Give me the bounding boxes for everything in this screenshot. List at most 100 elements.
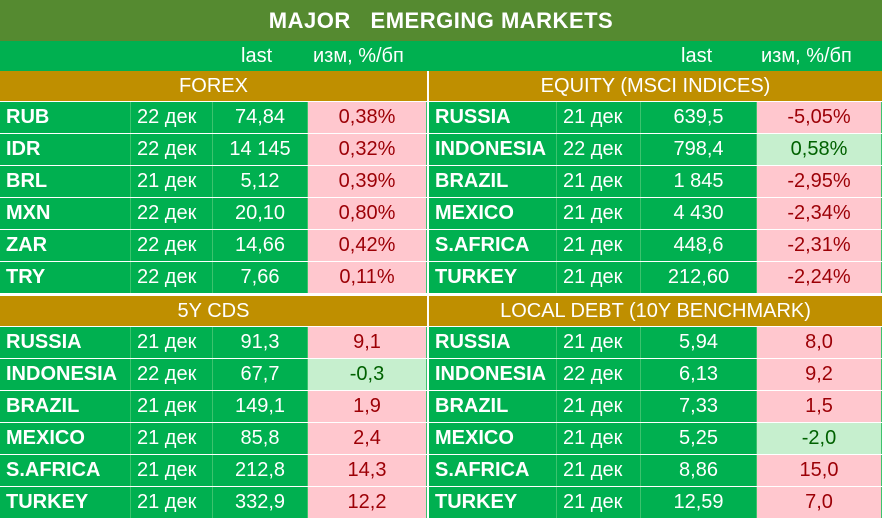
date-cell: 21 дек xyxy=(557,391,641,422)
last-value-cell: 5,25 xyxy=(641,423,757,454)
last-value-cell: 212,8 xyxy=(213,455,308,486)
change-cell: -2,34% xyxy=(757,198,882,229)
section-header-cds: 5Y CDS xyxy=(0,296,427,326)
last-value-cell: 5,94 xyxy=(641,327,757,358)
row-name-cell: TURKEY xyxy=(0,487,131,518)
row-name-cell: RUB xyxy=(0,102,131,133)
row-name-cell: BRAZIL xyxy=(429,166,557,197)
change-cell: -5,05% xyxy=(757,102,882,133)
date-cell: 22 дек xyxy=(131,262,213,293)
row-name-cell: IDR xyxy=(0,134,131,165)
date-cell: 21 дек xyxy=(557,166,641,197)
date-cell: 22 дек xyxy=(131,230,213,261)
column-header-row: last изм, %/бп last изм, %/бп xyxy=(0,41,882,71)
change-cell: 14,3 xyxy=(308,455,427,486)
row-name-cell: S.AFRICA xyxy=(0,455,131,486)
row-name-cell: RUSSIA xyxy=(429,102,557,133)
last-value-cell: 85,8 xyxy=(213,423,308,454)
change-cell: 15,0 xyxy=(757,455,882,486)
change-cell: -2,24% xyxy=(757,262,882,293)
date-cell: 22 дек xyxy=(131,134,213,165)
row-name-cell: TRY xyxy=(0,262,131,293)
change-cell: 0,80% xyxy=(308,198,427,229)
change-cell: 7,0 xyxy=(757,487,882,518)
change-column-header-right: изм, %/бп xyxy=(761,45,852,67)
change-cell: 1,9 xyxy=(308,391,427,422)
row-name-cell: RUSSIA xyxy=(429,327,557,358)
section-header-forex: FOREX xyxy=(0,71,427,101)
last-value-cell: 149,1 xyxy=(213,391,308,422)
column-divider xyxy=(427,71,429,519)
date-cell: 22 дек xyxy=(131,198,213,229)
change-column-header-left: изм, %/бп xyxy=(313,45,404,67)
row-name-cell: RUSSIA xyxy=(0,327,131,358)
change-cell: 1,5 xyxy=(757,391,882,422)
table-title: MAJOR EMERGING MARKETS xyxy=(0,0,882,41)
change-cell: 9,2 xyxy=(757,359,882,390)
last-value-cell: 639,5 xyxy=(641,102,757,133)
change-cell: -0,3 xyxy=(308,359,427,390)
change-cell: -2,95% xyxy=(757,166,882,197)
date-cell: 21 дек xyxy=(557,102,641,133)
last-value-cell: 14,66 xyxy=(213,230,308,261)
row-name-cell: BRAZIL xyxy=(0,391,131,422)
last-value-cell: 4 430 xyxy=(641,198,757,229)
row-name-cell: MEXICO xyxy=(429,198,557,229)
last-value-cell: 7,33 xyxy=(641,391,757,422)
row-name-cell: BRAZIL xyxy=(429,391,557,422)
last-value-cell: 67,7 xyxy=(213,359,308,390)
date-cell: 21 дек xyxy=(131,166,213,197)
last-value-cell: 12,59 xyxy=(641,487,757,518)
last-value-cell: 1 845 xyxy=(641,166,757,197)
date-cell: 22 дек xyxy=(557,359,641,390)
change-cell: -2,0 xyxy=(757,423,882,454)
date-cell: 21 дек xyxy=(131,487,213,518)
last-value-cell: 74,84 xyxy=(213,102,308,133)
row-name-cell: TURKEY xyxy=(429,262,557,293)
date-cell: 21 дек xyxy=(557,455,641,486)
row-name-cell: BRL xyxy=(0,166,131,197)
row-name-cell: INDONESIA xyxy=(0,359,131,390)
date-cell: 22 дек xyxy=(131,359,213,390)
change-cell: -2,31% xyxy=(757,230,882,261)
last-value-cell: 6,13 xyxy=(641,359,757,390)
change-cell: 0,58% xyxy=(757,134,882,165)
row-name-cell: MEXICO xyxy=(0,423,131,454)
last-column-header-right: last xyxy=(681,45,713,67)
date-cell: 21 дек xyxy=(131,327,213,358)
last-value-cell: 20,10 xyxy=(213,198,308,229)
last-column-header-left: last xyxy=(241,45,273,67)
last-value-cell: 14 145 xyxy=(213,134,308,165)
last-value-cell: 448,6 xyxy=(641,230,757,261)
last-value-cell: 332,9 xyxy=(213,487,308,518)
last-value-cell: 8,86 xyxy=(641,455,757,486)
row-name-cell: S.AFRICA xyxy=(429,230,557,261)
change-cell: 0,39% xyxy=(308,166,427,197)
date-cell: 22 дек xyxy=(557,134,641,165)
date-cell: 21 дек xyxy=(557,198,641,229)
last-value-cell: 91,3 xyxy=(213,327,308,358)
row-name-cell: MEXICO xyxy=(429,423,557,454)
date-cell: 21 дек xyxy=(557,487,641,518)
date-cell: 21 дек xyxy=(557,230,641,261)
change-cell: 8,0 xyxy=(757,327,882,358)
date-cell: 21 дек xyxy=(557,262,641,293)
change-cell: 0,42% xyxy=(308,230,427,261)
row-name-cell: INDONESIA xyxy=(429,134,557,165)
row-name-cell: INDONESIA xyxy=(429,359,557,390)
section-header-equity: EQUITY (MSCI INDICES) xyxy=(429,71,882,101)
change-cell: 2,4 xyxy=(308,423,427,454)
date-cell: 21 дек xyxy=(131,391,213,422)
change-cell: 0,38% xyxy=(308,102,427,133)
date-cell: 21 дек xyxy=(557,327,641,358)
row-name-cell: ZAR xyxy=(0,230,131,261)
date-cell: 22 дек xyxy=(131,102,213,133)
section-header-local-debt: LOCAL DEBT (10Y BENCHMARK) xyxy=(429,296,882,326)
change-cell: 12,2 xyxy=(308,487,427,518)
last-value-cell: 5,12 xyxy=(213,166,308,197)
row-name-cell: S.AFRICA xyxy=(429,455,557,486)
change-cell: 0,11% xyxy=(308,262,427,293)
row-name-cell: TURKEY xyxy=(429,487,557,518)
last-value-cell: 798,4 xyxy=(641,134,757,165)
date-cell: 21 дек xyxy=(131,455,213,486)
